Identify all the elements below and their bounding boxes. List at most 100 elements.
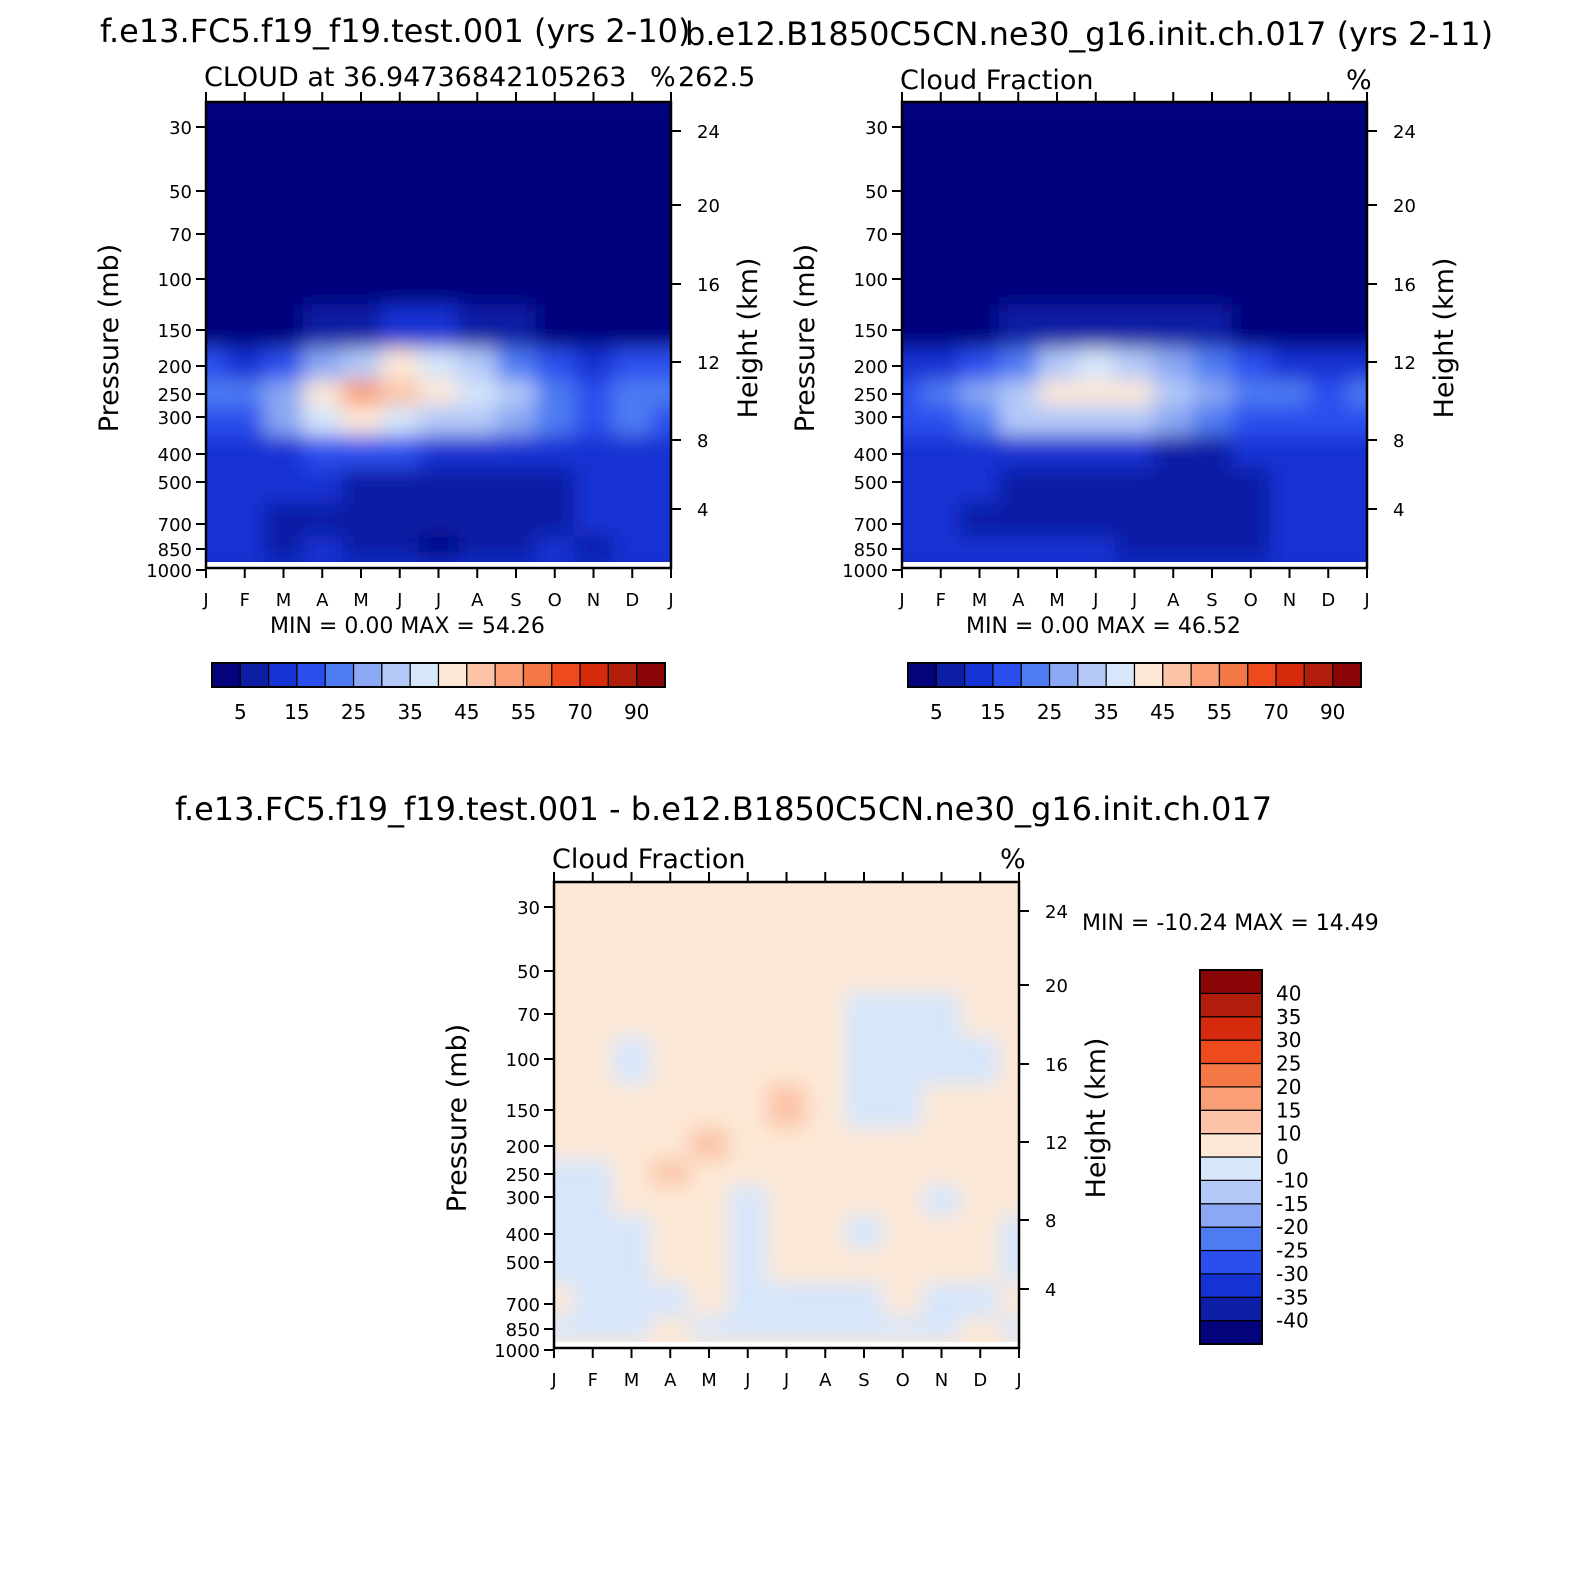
field-cell xyxy=(1076,159,1117,214)
field-cell xyxy=(960,159,1000,214)
field-cell xyxy=(883,1215,924,1249)
field-cell xyxy=(206,468,227,504)
field-cell xyxy=(689,1160,730,1187)
field-cell xyxy=(496,503,537,538)
height-tick-label: 20 xyxy=(1045,976,1068,997)
field-cell xyxy=(998,435,1039,469)
field-cell xyxy=(960,939,1001,994)
field-cell xyxy=(380,536,421,561)
field-cell xyxy=(573,1036,614,1086)
field-cell xyxy=(921,435,962,469)
colorbar-label: 35 xyxy=(1093,700,1118,724)
field-cell xyxy=(341,159,382,214)
field-cell xyxy=(1347,159,1367,214)
field-cell xyxy=(341,348,382,381)
field-cell xyxy=(225,536,266,561)
field-cell xyxy=(535,536,576,561)
field-cell xyxy=(612,1215,652,1249)
height-axis-title: Height (km) xyxy=(1081,1038,1112,1199)
field-cell xyxy=(341,304,382,349)
field-cell xyxy=(1308,468,1349,504)
field-cell xyxy=(805,1160,846,1187)
field-cell xyxy=(960,1283,1001,1318)
field-cell xyxy=(960,304,1000,349)
field-cell xyxy=(535,348,576,381)
height-tick-label: 8 xyxy=(1045,1211,1056,1232)
colorbar-label: 45 xyxy=(454,700,479,724)
colorbar-swatch xyxy=(1199,1203,1263,1228)
field-cell xyxy=(767,1248,807,1284)
field-cell xyxy=(1037,380,1078,407)
field-cell xyxy=(612,1316,652,1341)
field-cell xyxy=(574,304,614,349)
month-tick-label: F xyxy=(936,590,946,611)
diff-units-label: % xyxy=(1000,844,1026,875)
field-cell xyxy=(1115,256,1155,306)
field-cell xyxy=(380,159,421,214)
field-cell xyxy=(612,109,653,160)
field-cell xyxy=(612,405,653,437)
field-cell xyxy=(1347,435,1367,469)
field-cell xyxy=(554,939,575,994)
field-cell xyxy=(960,468,1000,504)
height-tick-label: 16 xyxy=(697,275,720,296)
colorbar-swatch xyxy=(1199,1109,1263,1135)
field-cell xyxy=(1231,405,1272,437)
field-cell xyxy=(419,380,459,407)
height-axis-title: Height (km) xyxy=(733,258,764,419)
pressure-tick-label: 1000 xyxy=(842,561,888,582)
field-cell xyxy=(1115,212,1155,258)
field-cell xyxy=(535,468,576,504)
field-cell xyxy=(1153,468,1194,504)
field-cell xyxy=(457,536,498,561)
colorbar-label: 35 xyxy=(397,700,422,724)
field-cell xyxy=(380,256,421,306)
field-cell xyxy=(1347,536,1367,561)
field-cell xyxy=(1192,468,1233,504)
field-cell xyxy=(767,889,807,940)
field-cell xyxy=(844,1215,885,1249)
field-cell xyxy=(496,405,537,437)
field-cell xyxy=(689,1128,730,1161)
field-cell xyxy=(612,1036,652,1086)
field-cell xyxy=(574,159,614,214)
field-cell xyxy=(206,380,227,407)
field-cell xyxy=(921,468,962,504)
field-cell xyxy=(1270,503,1310,538)
colorbar-swatch xyxy=(935,662,966,688)
field-cell xyxy=(960,1248,1001,1284)
pressure-tick-label: 200 xyxy=(854,357,888,378)
field-cell xyxy=(805,1215,846,1249)
colorbar-swatch xyxy=(1199,969,1263,994)
month-tick-label: J xyxy=(550,1370,556,1391)
pressure-tick-label: 700 xyxy=(854,515,888,536)
field-cell xyxy=(922,1036,962,1086)
field-cell xyxy=(1037,536,1078,561)
colorbar-frame xyxy=(211,662,666,688)
field-cell xyxy=(883,1248,924,1284)
field-cell xyxy=(651,212,671,258)
field-cell xyxy=(380,212,421,258)
colorbar-swatch xyxy=(551,662,581,688)
colorbar-label: 70 xyxy=(567,700,592,724)
height-tick-label: 12 xyxy=(1045,1133,1068,1154)
field-cell xyxy=(960,503,1000,538)
height-tick-label: 4 xyxy=(697,500,708,521)
field-cell xyxy=(612,380,653,407)
field-cell xyxy=(1115,380,1155,407)
field-cell xyxy=(1347,212,1367,258)
month-tick-label: J xyxy=(1131,590,1137,611)
field-cell xyxy=(225,435,266,469)
pressure-tick-label: 500 xyxy=(854,473,888,494)
field-cell xyxy=(767,1316,807,1341)
field-cell xyxy=(574,536,614,561)
field-cell xyxy=(206,159,227,214)
colorbar-label: 15 xyxy=(284,700,309,724)
field-cell xyxy=(922,1185,962,1217)
field-cell xyxy=(1076,405,1117,437)
field-cell xyxy=(651,109,671,160)
field-cell xyxy=(1192,159,1233,214)
field-cell xyxy=(805,1185,846,1217)
colorbar-swatch xyxy=(1105,662,1136,688)
pressure-tick-label: 500 xyxy=(158,473,192,494)
